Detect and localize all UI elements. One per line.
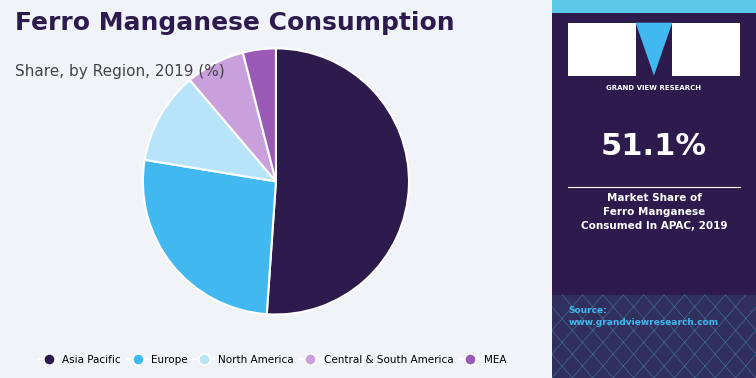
Legend: Asia Pacific, Europe, North America, Central & South America, MEA: Asia Pacific, Europe, North America, Cen…: [34, 351, 510, 369]
Wedge shape: [144, 80, 276, 181]
Text: Ferro Manganese Consumption: Ferro Manganese Consumption: [15, 11, 455, 35]
Text: Source:
www.grandviewresearch.com: Source: www.grandviewresearch.com: [569, 306, 718, 327]
Wedge shape: [143, 160, 276, 314]
Bar: [569, 23, 636, 76]
Text: Share, by Region, 2019 (%): Share, by Region, 2019 (%): [15, 64, 225, 79]
Bar: [552, 0, 756, 13]
Text: 51.1%: 51.1%: [601, 132, 707, 161]
Wedge shape: [267, 48, 409, 314]
Polygon shape: [636, 23, 672, 76]
Bar: [552, 295, 756, 378]
Text: Market Share of
Ferro Manganese
Consumed In APAC, 2019: Market Share of Ferro Manganese Consumed…: [581, 193, 727, 231]
Wedge shape: [243, 48, 276, 181]
Wedge shape: [190, 53, 276, 181]
Bar: [672, 23, 739, 76]
Text: GRAND VIEW RESEARCH: GRAND VIEW RESEARCH: [606, 85, 702, 91]
